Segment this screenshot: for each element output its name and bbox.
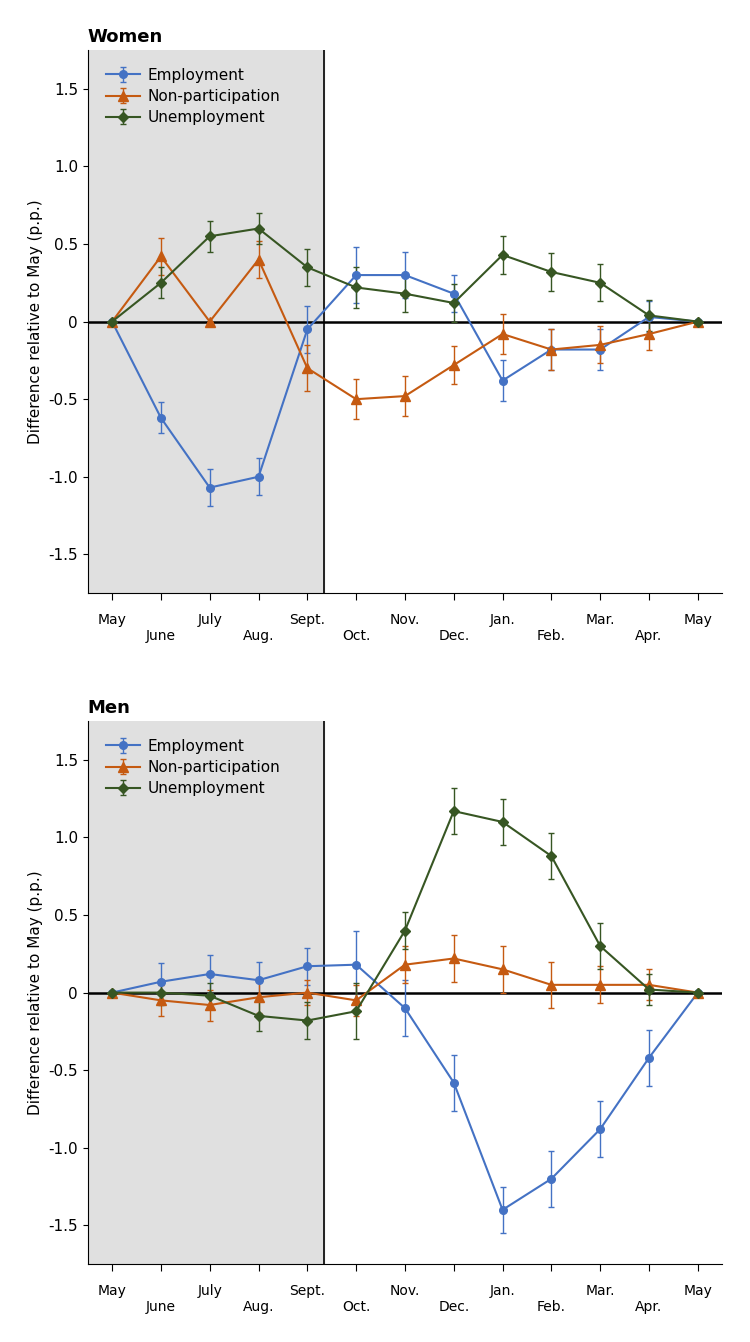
Text: Dec.: Dec.: [438, 1300, 470, 1314]
Text: July: July: [197, 1283, 222, 1298]
Text: Mar.: Mar.: [586, 1283, 615, 1298]
Text: Sept.: Sept.: [290, 1283, 326, 1298]
Text: Women: Women: [88, 28, 163, 46]
Text: Mar.: Mar.: [586, 612, 615, 627]
Bar: [88, 721, 325, 1264]
Text: May: May: [683, 612, 712, 627]
Text: June: June: [146, 629, 176, 643]
Text: Nov.: Nov.: [390, 1283, 420, 1298]
Text: Dec.: Dec.: [438, 629, 470, 643]
Text: Aug.: Aug.: [243, 629, 274, 643]
Legend: Employment, Non-participation, Unemployment: Employment, Non-participation, Unemploym…: [102, 734, 285, 801]
Text: May: May: [98, 612, 127, 627]
Text: Feb.: Feb.: [537, 1300, 566, 1314]
Y-axis label: Difference relative to May (p.p.): Difference relative to May (p.p.): [28, 200, 43, 444]
Text: May: May: [683, 1283, 712, 1298]
Text: Nov.: Nov.: [390, 612, 420, 627]
Text: Feb.: Feb.: [537, 629, 566, 643]
Text: Jan.: Jan.: [490, 612, 515, 627]
Legend: Employment, Non-participation, Unemployment: Employment, Non-participation, Unemploym…: [102, 63, 285, 130]
Text: Apr.: Apr.: [635, 1300, 663, 1314]
Y-axis label: Difference relative to May (p.p.): Difference relative to May (p.p.): [28, 871, 43, 1115]
Bar: [88, 50, 325, 593]
Text: May: May: [98, 1283, 127, 1298]
Text: Oct.: Oct.: [342, 1300, 370, 1314]
Text: June: June: [146, 1300, 176, 1314]
Text: Jan.: Jan.: [490, 1283, 515, 1298]
Text: Apr.: Apr.: [635, 629, 663, 643]
Text: Men: Men: [88, 699, 130, 717]
Text: Sept.: Sept.: [290, 612, 326, 627]
Text: Oct.: Oct.: [342, 629, 370, 643]
Text: July: July: [197, 612, 222, 627]
Text: Aug.: Aug.: [243, 1300, 274, 1314]
